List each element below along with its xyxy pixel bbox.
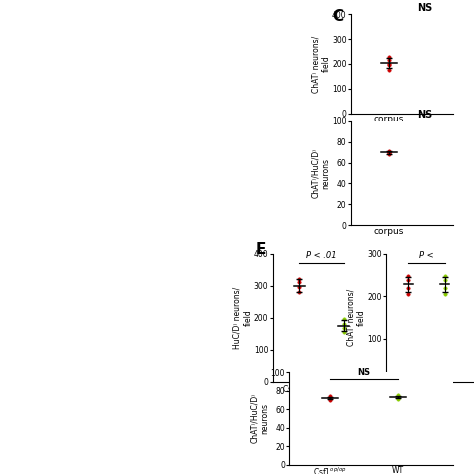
Text: NS: NS	[417, 3, 432, 13]
Text: E: E	[256, 242, 266, 257]
Text: P <: P <	[419, 251, 434, 260]
Text: C: C	[332, 9, 343, 25]
Y-axis label: ChAT⁾ neurons/
field: ChAT⁾ neurons/ field	[311, 36, 330, 92]
Text: NS: NS	[357, 368, 371, 377]
Y-axis label: ChAT⁾/HuC/D⁾
neurons: ChAT⁾/HuC/D⁾ neurons	[250, 393, 269, 443]
Y-axis label: ChAT⁾/HuC/D⁾
neurons: ChAT⁾/HuC/D⁾ neurons	[311, 148, 331, 198]
Text: P < .01: P < .01	[306, 251, 337, 260]
Text: NS: NS	[417, 110, 432, 120]
Y-axis label: ChAT⁾ neurons/
field: ChAT⁾ neurons/ field	[346, 289, 366, 346]
Y-axis label: HuC/D⁾ neurons/
field: HuC/D⁾ neurons/ field	[233, 286, 252, 349]
